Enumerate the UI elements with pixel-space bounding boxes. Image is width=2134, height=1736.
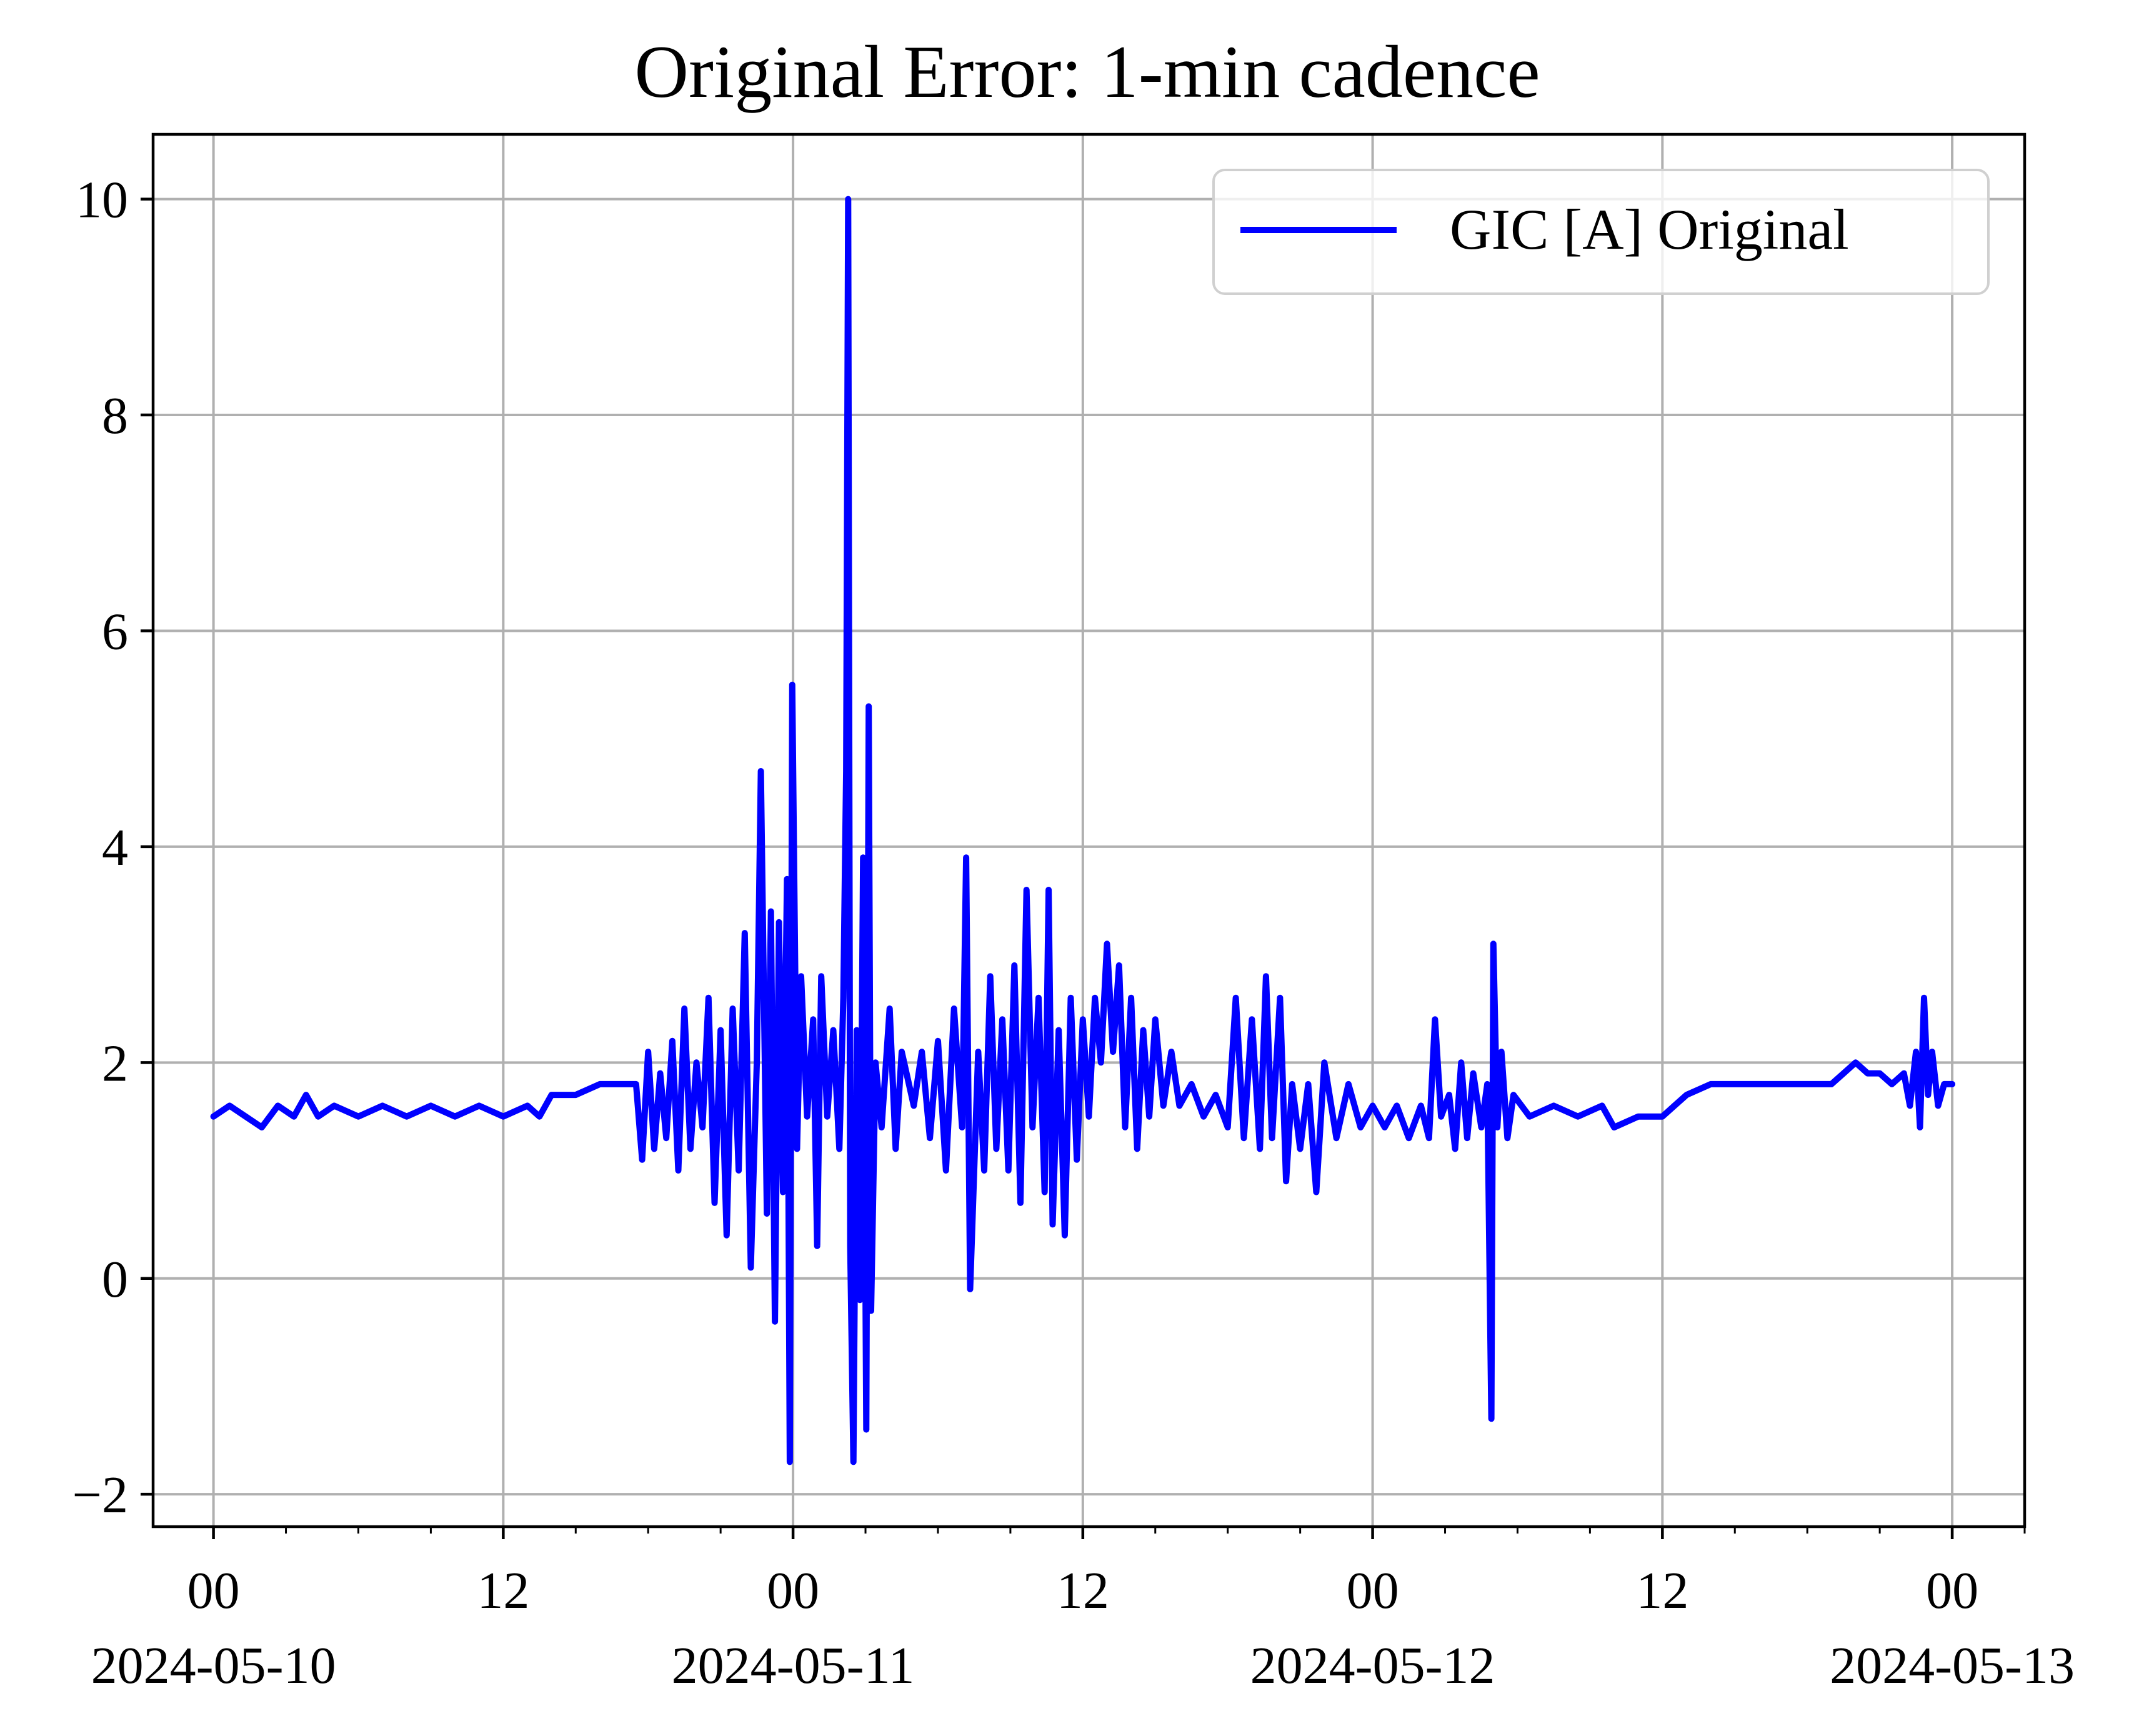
y-tick-label: 8 xyxy=(102,387,128,445)
legend: GIC [A] Original xyxy=(1212,169,1990,295)
chart-title: Original Error: 1-min cadence xyxy=(634,30,1540,113)
x-tick-label: 00 xyxy=(1347,1562,1399,1620)
y-tick-label: −2 xyxy=(72,1466,128,1524)
x-tick-date-label: 2024-05-10 xyxy=(91,1637,336,1695)
y-tick-label: 4 xyxy=(102,819,128,877)
y-tick-label: 0 xyxy=(102,1250,128,1309)
x-tick-label: 12 xyxy=(1057,1562,1109,1620)
x-tick-date-label: 2024-05-11 xyxy=(672,1637,915,1695)
series-line xyxy=(210,196,1956,1465)
x-tick-date-label: 2024-05-13 xyxy=(1830,1637,2075,1695)
x-tick-date-label: 2024-05-12 xyxy=(1250,1637,1495,1695)
legend-label: GIC [A] Original xyxy=(1450,197,1849,261)
y-tick-label: 2 xyxy=(102,1034,128,1092)
plot-frame xyxy=(151,132,2027,1529)
y-tick-label: 10 xyxy=(76,171,128,229)
x-tick-label: 00 xyxy=(767,1562,819,1620)
x-tick-label: 00 xyxy=(187,1562,240,1620)
axis-ticks: 00 2024-05-10 12 00 2024-05-11 12 00 2024-05-12… xyxy=(72,171,2075,1695)
x-tick-label: 12 xyxy=(477,1562,529,1620)
x-tick-label: 12 xyxy=(1636,1562,1688,1620)
y-tick-label: 6 xyxy=(102,602,128,661)
grid xyxy=(153,134,2025,1527)
series-layer xyxy=(210,196,1956,1465)
legend-box xyxy=(1212,169,1990,295)
x-tick-label: 00 xyxy=(1926,1562,1978,1620)
